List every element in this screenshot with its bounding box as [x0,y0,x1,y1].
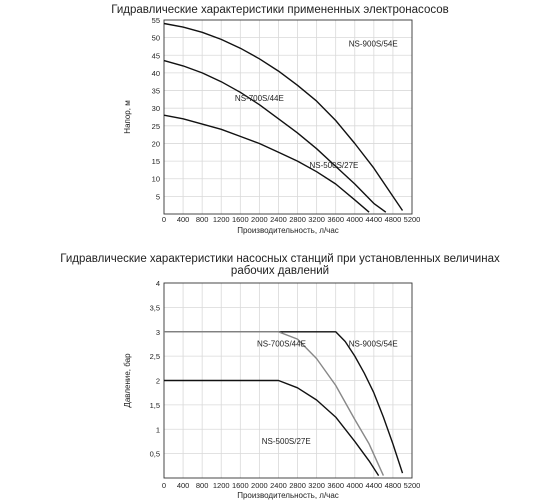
y-tick-label: 1,5 [150,401,160,410]
series-line-ns-700s-44e [164,331,385,476]
series-line-ns-500s-27e [163,114,370,213]
x-tick-label: 1600 [232,215,249,224]
chart-title-line: рабочих давлений [231,265,329,277]
x-axis-label: Производительность, л/час [237,226,339,235]
x-tick-label: 1200 [213,215,230,224]
y-tick-label: 55 [152,16,160,25]
x-tick-label: 0 [162,481,166,490]
x-tick-label: 2400 [270,481,287,490]
x-tick-label: 4800 [385,481,402,490]
x-tick-label: 800 [196,215,209,224]
chart-title: Гидравлические характеристики примененны… [111,4,448,16]
x-tick-label: 800 [196,481,209,490]
y-tick-label: 50 [152,34,160,43]
x-tick-label: 4800 [385,215,402,224]
y-tick-label: 30 [152,104,160,113]
y-tick-label: 25 [152,122,160,131]
series-label: NS-900S/54E [349,339,398,348]
x-tick-label: 5200 [404,481,421,490]
x-tick-label: 1600 [232,481,249,490]
y-tick-label: 3,5 [150,303,160,312]
chart-title-line: Гидравлические характеристики насосных с… [60,253,500,265]
x-tick-label: 5200 [404,215,421,224]
y-tick-label: 10 [152,175,160,184]
y-tick-label: 2 [156,377,160,386]
y-tick-label: 40 [152,69,160,78]
y-tick-label: 3 [156,328,160,337]
y-tick-label: 2,5 [150,352,160,361]
x-tick-label: 4400 [366,481,383,490]
x-tick-label: 4000 [346,215,363,224]
x-tick-label: 2800 [289,481,306,490]
x-axis-label: Производительность, л/час [237,491,339,500]
y-tick-label: 4 [156,279,160,288]
x-tick-label: 1200 [213,481,230,490]
x-tick-label: 3200 [308,215,325,224]
y-tick-label: 45 [152,51,160,60]
x-tick-label: 2000 [251,481,268,490]
y-tick-label: 35 [152,87,160,96]
series-line-ns-900s-54e [164,331,404,474]
x-tick-label: 2400 [270,215,287,224]
x-tick-label: 0 [162,215,166,224]
x-tick-label: 3200 [308,481,325,490]
x-tick-label: 4000 [346,481,363,490]
x-tick-label: 400 [177,481,190,490]
y-tick-label: 5 [156,192,160,201]
x-tick-label: 3600 [327,481,344,490]
y-axis-label: Напор, м [123,100,132,133]
x-tick-label: 2800 [289,215,306,224]
x-tick-label: 3600 [327,215,344,224]
series-label: NS-700S/44E [235,94,284,103]
chart-station-pressure: Гидравлические характеристики насосных с… [60,253,500,500]
x-tick-label: 400 [177,215,190,224]
y-tick-label: 1 [156,425,160,434]
series-line-ns-900s-54e [163,22,404,211]
series-label: NS-500S/27E [309,161,358,170]
y-tick-label: 20 [152,139,160,148]
series-label: NS-900S/54E [349,39,398,48]
series-label: NS-500S/27E [262,437,311,446]
x-tick-label: 2000 [251,215,268,224]
series-line-ns-500s-27e [164,379,380,476]
plot-frame [163,19,413,215]
y-tick-label: 0,5 [150,450,160,459]
y-tick-label: 15 [152,157,160,166]
x-tick-label: 4400 [366,215,383,224]
y-axis-label: Давление, бар [123,353,132,408]
series-line-ns-700s-44e [163,59,387,213]
chart-pump-head: Гидравлические характеристики примененны… [111,4,448,235]
series-label: NS-700S/44E [257,339,306,348]
